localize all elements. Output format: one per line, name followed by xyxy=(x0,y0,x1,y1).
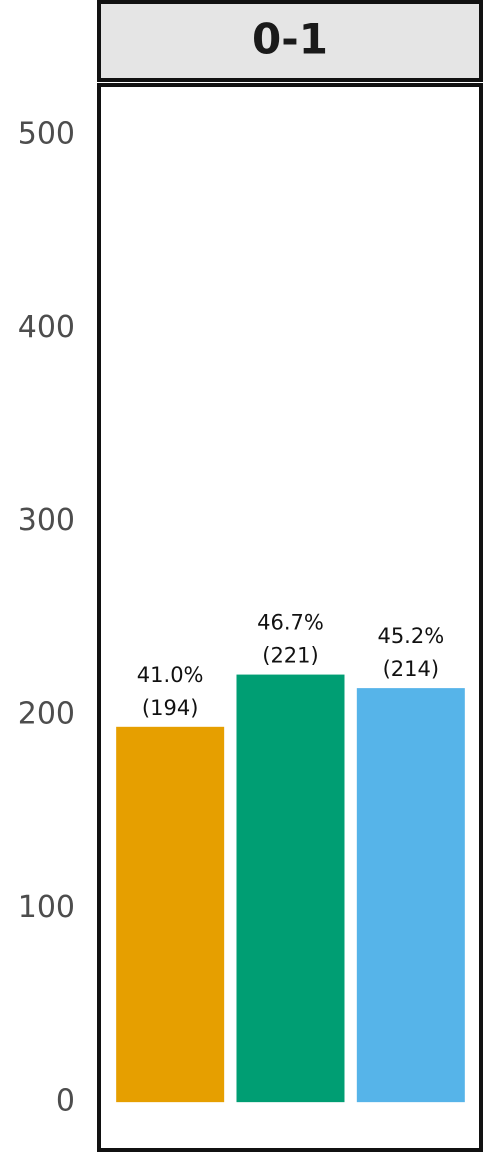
y-tick-label: 300 xyxy=(18,503,75,538)
percent-label: 41.0% xyxy=(137,663,204,687)
y-tick-label: 0 xyxy=(56,1084,75,1119)
percent-label: 45.2% xyxy=(377,624,444,648)
bar xyxy=(116,726,225,1103)
bar xyxy=(236,674,345,1103)
value-label: (221) xyxy=(262,644,318,668)
y-tick-label: 200 xyxy=(18,697,75,732)
facet-strip xyxy=(97,0,483,82)
y-tick-label: 100 xyxy=(18,890,75,925)
value-label: (214) xyxy=(383,657,439,681)
bar xyxy=(356,688,465,1103)
value-label: (194) xyxy=(142,696,198,720)
percent-label: 46.7% xyxy=(257,611,324,635)
facet-label: 0-1 xyxy=(252,15,328,64)
y-tick-label: 500 xyxy=(18,116,75,151)
y-tick-label: 400 xyxy=(18,310,75,345)
